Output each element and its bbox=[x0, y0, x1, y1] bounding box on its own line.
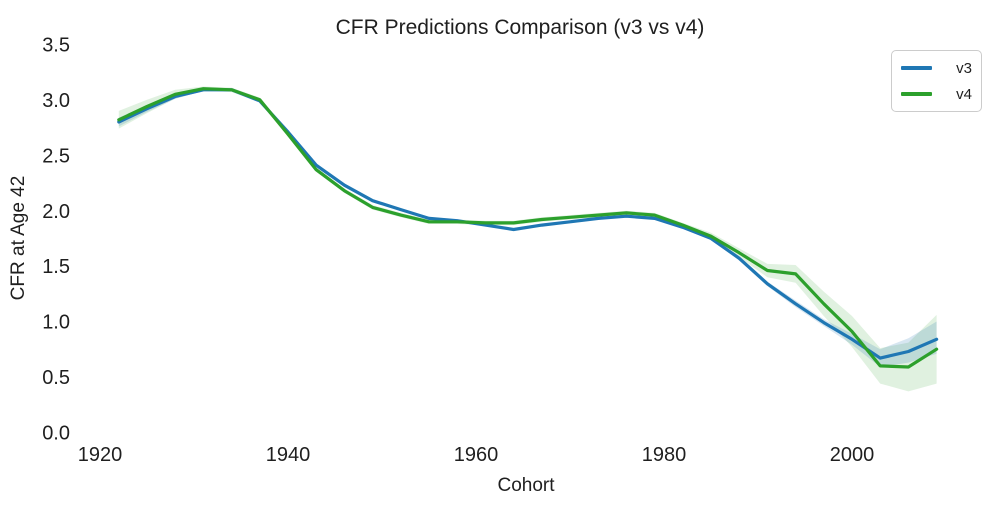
chart-title: CFR Predictions Comparison (v3 vs v4) bbox=[336, 16, 705, 39]
x-tick-1960: 1960 bbox=[454, 444, 499, 466]
v3-line bbox=[117, 88, 939, 360]
y-tick-1.0: 1.0 bbox=[42, 312, 70, 334]
x-tick-labels: 1920 1940 1960 1980 2000 bbox=[78, 444, 875, 466]
y-tick-0.5: 0.5 bbox=[42, 367, 70, 389]
confidence-bands bbox=[118, 86, 937, 392]
y-tick-1.5: 1.5 bbox=[42, 256, 70, 278]
v4-confidence-band bbox=[118, 86, 937, 392]
legend-item-v3: v3 bbox=[901, 60, 972, 77]
legend: v3 v4 bbox=[891, 50, 982, 112]
legend-item-v4: v4 bbox=[901, 86, 972, 103]
x-axis-label: Cohort bbox=[497, 475, 555, 496]
y-tick-2.5: 2.5 bbox=[42, 145, 70, 167]
y-tick-labels: 0.0 0.5 1.0 1.5 2.0 2.5 3.0 3.5 bbox=[42, 35, 70, 445]
x-tick-2000: 2000 bbox=[830, 444, 875, 466]
legend-label-v3: v3 bbox=[956, 59, 972, 77]
y-axis-label: CFR at Age 42 bbox=[8, 176, 29, 301]
v4-line-swatch bbox=[901, 92, 932, 96]
y-tick-2.0: 2.0 bbox=[42, 201, 70, 223]
v3-line-swatch bbox=[901, 66, 932, 70]
legend-label-v4: v4 bbox=[956, 85, 972, 103]
v4-line bbox=[117, 87, 939, 369]
x-tick-1920: 1920 bbox=[78, 444, 123, 466]
y-tick-3.0: 3.0 bbox=[42, 90, 70, 112]
y-tick-0.0: 0.0 bbox=[42, 423, 70, 445]
x-tick-1940: 1940 bbox=[266, 444, 311, 466]
y-tick-3.5: 3.5 bbox=[42, 35, 70, 57]
data-lines bbox=[117, 87, 939, 369]
x-tick-1980: 1980 bbox=[642, 444, 687, 466]
